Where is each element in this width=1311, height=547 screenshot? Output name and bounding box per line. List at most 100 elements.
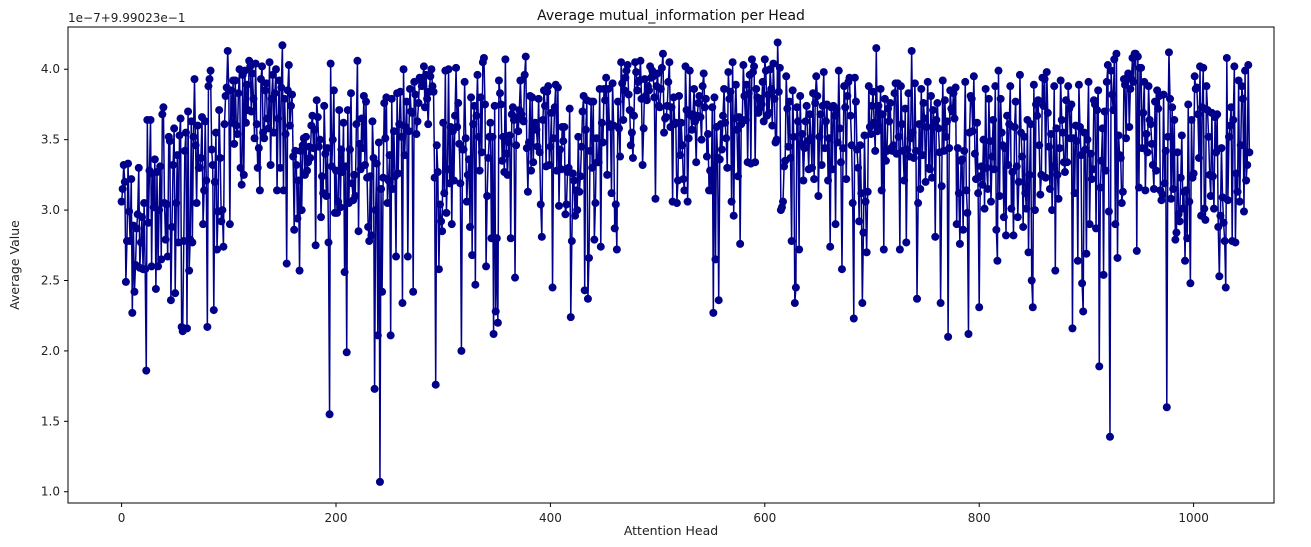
data-point [608,79,617,88]
data-point [453,122,462,131]
data-point [996,94,1005,103]
data-point [1102,77,1111,86]
data-point [411,90,420,99]
data-point [220,120,229,129]
y-tick-label: 3.5 [41,133,60,147]
data-point [546,142,555,151]
data-point [195,163,204,172]
data-point [910,79,919,88]
data-point [628,153,637,162]
data-point [695,92,704,101]
data-point [383,199,392,208]
data-point [292,161,301,170]
data-point [992,225,1001,234]
data-point [467,93,476,102]
data-point [1006,82,1015,91]
data-point [931,232,940,241]
data-point [790,299,799,308]
data-point [895,245,904,254]
data-point [742,80,751,89]
data-point [825,134,834,143]
data-point [447,220,456,229]
data-point [504,138,513,147]
data-point [963,208,972,217]
data-point [140,199,149,208]
data-point [714,296,723,305]
data-point [602,73,611,82]
data-point [1237,82,1246,91]
data-point [833,138,842,147]
data-point [1200,204,1209,213]
data-point [909,153,918,162]
data-point [969,72,978,81]
data-point [623,61,632,70]
data-point [362,97,371,106]
data-point [715,155,724,164]
data-point [434,265,443,274]
data-point [662,113,671,122]
data-point [521,52,530,61]
data-point [1171,235,1180,244]
data-point [967,94,976,103]
data-point [812,72,821,81]
data-point [679,175,688,184]
data-point [191,141,200,150]
data-point [581,125,590,134]
data-point [505,131,514,140]
data-point [1192,83,1201,92]
data-point [928,173,937,182]
data-point [1230,62,1239,71]
data-point [241,118,250,127]
data-point [236,163,245,172]
data-point [1009,231,1018,240]
data-point [970,149,979,158]
data-point [680,186,689,195]
data-point [1098,124,1107,133]
data-point [316,213,325,222]
data-point [991,82,1000,91]
data-point [1143,148,1152,157]
data-point [554,201,563,210]
data-point [736,239,745,248]
data-point [126,237,135,246]
data-point [1043,108,1052,117]
data-point [173,151,182,160]
data-point [387,94,396,103]
data-point [461,134,470,143]
data-point [1232,169,1241,178]
data-point [703,130,712,139]
data-point [134,163,143,172]
data-point [655,103,664,112]
data-point [403,252,412,261]
data-point [193,121,202,130]
data-point [394,169,403,178]
data-point [190,75,199,84]
data-point [981,84,990,93]
data-point [1075,122,1084,131]
data-point [1243,161,1252,170]
data-point [180,146,189,155]
data-point [814,191,823,200]
data-point [1158,190,1167,199]
data-point [1233,187,1242,196]
data-point [201,117,210,126]
data-point [231,76,240,85]
data-point [484,153,493,162]
data-point [274,114,283,123]
data-point [869,87,878,96]
data-point [921,177,930,186]
data-point [1112,49,1121,58]
data-point [374,138,383,147]
y-axis-label: Average Value [7,220,22,310]
data-point [699,69,708,78]
data-point [337,145,346,154]
data-point [389,127,398,136]
data-point [619,115,628,124]
data-point [993,256,1002,265]
data-point [721,118,730,127]
data-point [276,163,285,172]
data-point [375,477,384,486]
data-point [1151,97,1160,106]
y-tick-label: 2.5 [41,273,60,287]
data-point [642,96,651,105]
